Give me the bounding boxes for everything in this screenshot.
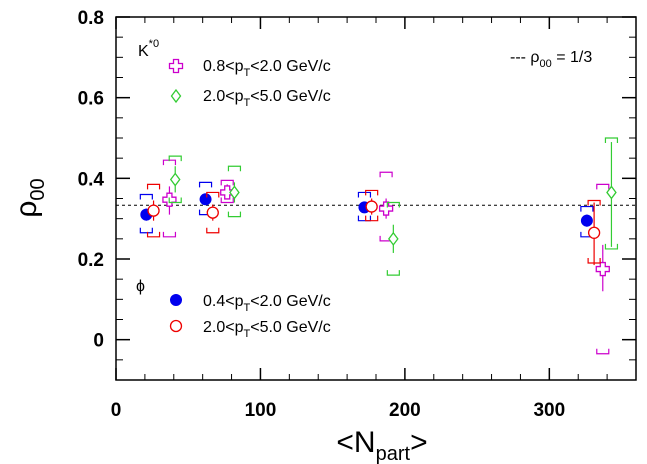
- sys-bracket: [198, 181, 213, 188]
- y-axis-title: ρ00: [10, 178, 49, 217]
- sys-bracket: [365, 215, 379, 222]
- data-point: [169, 172, 181, 187]
- sys-bracket: [386, 201, 400, 208]
- legend-marker: [170, 88, 182, 104]
- data-point: [587, 226, 601, 239]
- series-1: [168, 137, 619, 276]
- legend-marker: [168, 58, 184, 74]
- sys-bracket: [206, 227, 220, 234]
- sys-bracket: [604, 243, 619, 250]
- legend-marker-phi-high: [169, 319, 183, 333]
- y-tick-label: 0.4: [78, 169, 105, 190]
- sys-bracket: [146, 231, 161, 238]
- sys-bracket: [386, 270, 400, 276]
- legend-marker-phi-low: [170, 294, 182, 306]
- data-point: [606, 185, 617, 200]
- sys-bracket: [168, 155, 182, 162]
- legend-marker-kstar-high: [170, 88, 182, 104]
- y-tick-label: 0.8: [78, 8, 104, 29]
- data-point: [229, 185, 240, 200]
- y-tick-label: 0.2: [78, 250, 104, 271]
- sys-bracket: [227, 211, 242, 218]
- legend-label-phi-high: 2.0<pT<5.0 GeV/c: [203, 319, 331, 340]
- legend-label-phi-low: 0.4<pT<2.0 GeV/c: [203, 293, 331, 314]
- x-tick-label: 300: [533, 400, 565, 421]
- legend-marker-kstar-low: [168, 58, 184, 74]
- x-axis-title: <Npart>: [336, 426, 427, 464]
- data-point: [206, 206, 219, 219]
- x-tick-label: 0: [111, 400, 122, 421]
- y-tick-label: 0.6: [78, 89, 104, 110]
- data-point: [388, 231, 399, 246]
- legend-label-kstar-low: 0.8<pT<2.0 GeV/c: [203, 58, 331, 79]
- legend-marker: [169, 319, 183, 333]
- sys-bracket: [596, 183, 610, 190]
- sys-bracket: [580, 205, 594, 212]
- y-tick-label: 0: [93, 331, 104, 352]
- sys-bracket: [220, 179, 234, 186]
- sys-bracket: [168, 197, 182, 204]
- sys-bracket: [220, 197, 234, 204]
- sys-bracket: [206, 191, 220, 198]
- sys-bracket: [162, 231, 177, 238]
- legend: 0.8<pT<2.0 GeV/c 2.0<pT<5.0 GeV/c 0.4<pT…: [168, 58, 331, 340]
- sys-bracket: [604, 137, 619, 143]
- series-2: [139, 181, 594, 238]
- plot-frame: [115, 16, 637, 381]
- data-point: [580, 214, 593, 227]
- data-point: [147, 204, 160, 217]
- sys-bracket: [139, 227, 153, 234]
- sys-bracket: [357, 191, 372, 198]
- x-tick-label: 200: [389, 400, 421, 421]
- data-point: [378, 201, 394, 216]
- data-point: [365, 200, 378, 213]
- sys-bracket: [146, 183, 161, 190]
- reference-line-legend: --- ρ00 = 1/3: [510, 49, 592, 70]
- sys-bracket: [357, 215, 372, 222]
- sys-bracket: [587, 199, 601, 206]
- sys-bracket: [379, 171, 393, 178]
- x-tick-label: 100: [245, 400, 277, 421]
- legend-label-kstar-high: 2.0<pT<5.0 GeV/c: [203, 88, 331, 109]
- series-3: [146, 183, 601, 266]
- data-point: [595, 261, 610, 277]
- group-label-kstar: K*0: [138, 38, 159, 60]
- sys-bracket: [365, 189, 379, 196]
- data-point: [199, 193, 212, 206]
- sys-bracket: [596, 348, 610, 355]
- data-point: [220, 185, 235, 200]
- sys-bracket: [227, 165, 242, 172]
- sys-bracket: [139, 193, 153, 200]
- group-label-phi: ϕ: [136, 278, 145, 295]
- legend-marker: [170, 294, 182, 306]
